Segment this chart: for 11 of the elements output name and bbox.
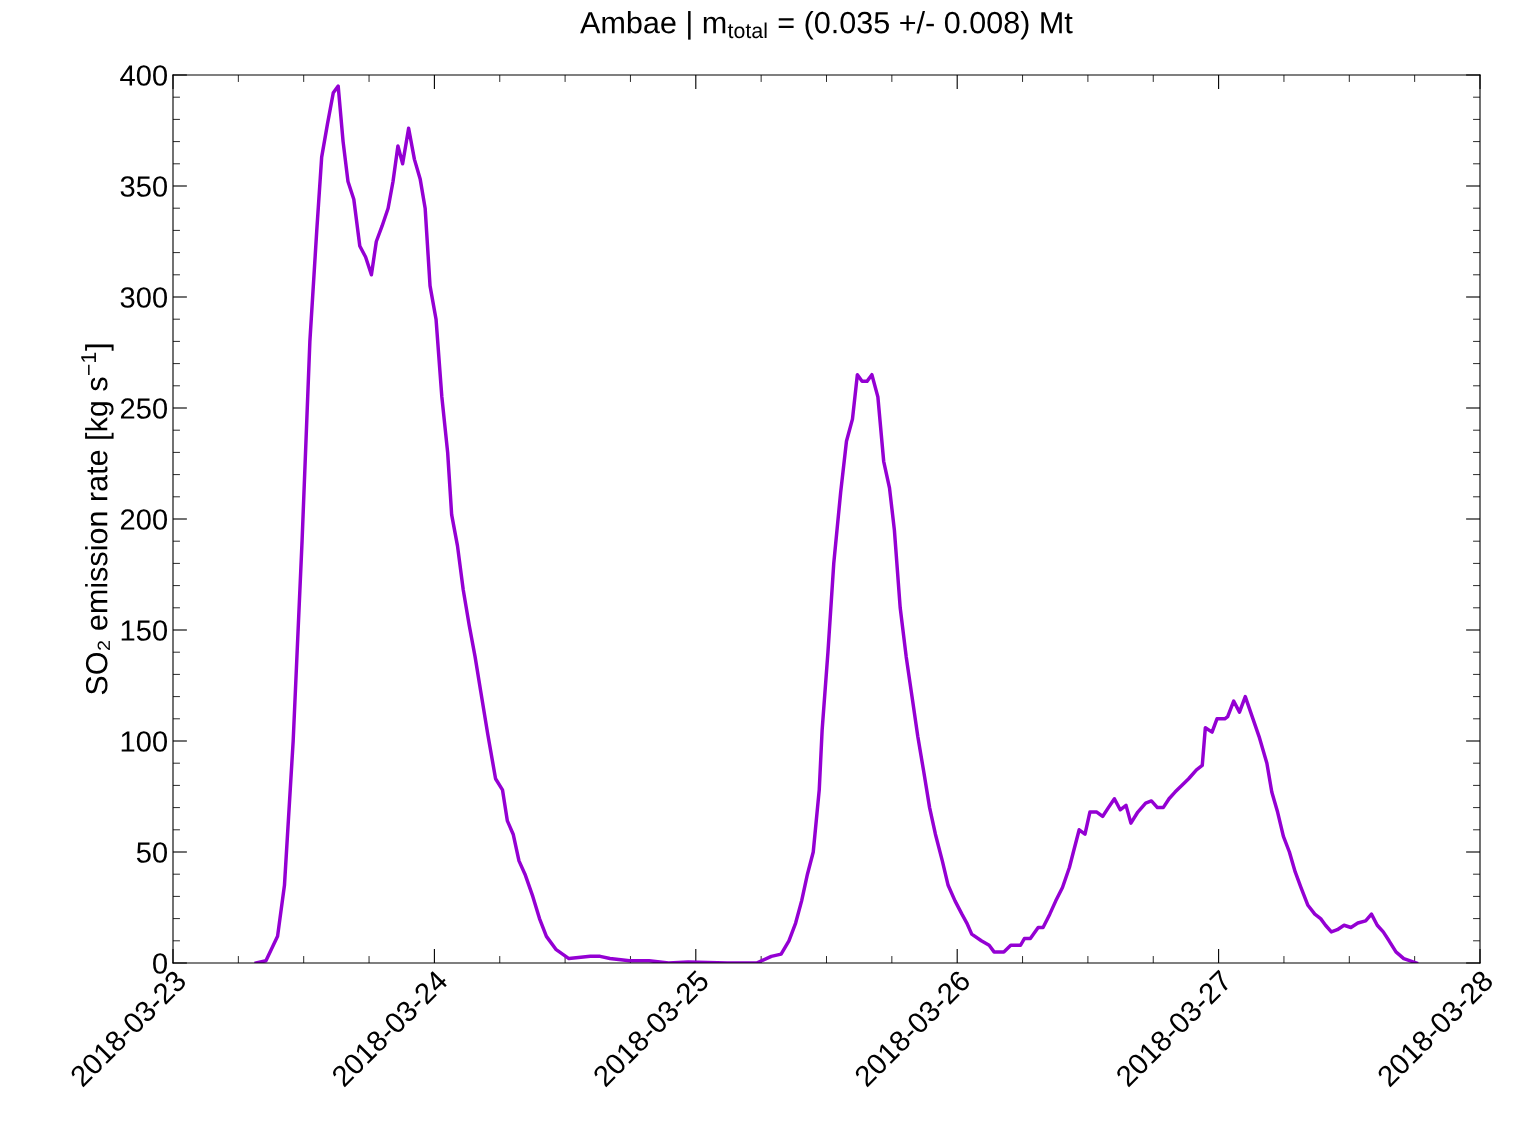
y-tick-label: 250: [120, 398, 167, 419]
y-tick-label: 200: [120, 509, 167, 530]
y-tick-label: 350: [120, 176, 167, 197]
line-series: [254, 84, 1419, 963]
y-tick-label: 150: [121, 620, 167, 641]
y-tick-label: 400: [120, 65, 167, 86]
y-axis-title: SO₂ emission rate [kg s$^{−1}$]: [81, 344, 114, 695]
chart-title: Ambae | m$_{total}$ = (0.035 +/- 0.008) Mt: [580, 11, 1073, 40]
y-tick-label: 50: [136, 842, 167, 863]
y-tick-label: 300: [120, 287, 167, 308]
y-tick-label: 100: [121, 731, 167, 752]
